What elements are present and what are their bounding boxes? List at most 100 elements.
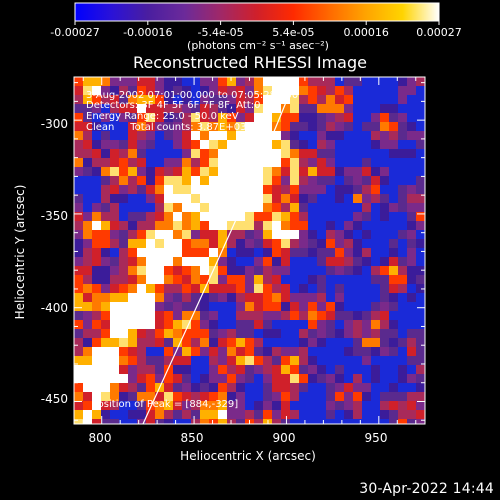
heatmap-cell [137,365,147,375]
heatmap-cell [236,212,246,222]
heatmap-cell [299,374,309,384]
heatmap-cell [119,410,129,420]
heatmap-cell [164,401,174,411]
heatmap-cell [155,149,165,159]
heatmap-cell [119,149,129,159]
heatmap-cell [308,95,318,105]
heatmap-cell [74,410,84,420]
heatmap-cell [173,248,183,258]
heatmap-cell [236,320,246,330]
heatmap-cell [218,311,228,321]
heatmap-cell [191,302,201,312]
heatmap-cell [146,419,156,424]
heatmap-cell [218,113,228,123]
heatmap-cell [146,248,156,258]
heatmap-cell [119,347,129,357]
heatmap-cell [191,275,201,285]
heatmap-cell [110,140,120,150]
heatmap-cell [335,266,345,276]
heatmap-cell [218,383,228,393]
heatmap-cell [299,131,309,141]
heatmap-cell [164,266,174,276]
heatmap-cell [326,401,336,411]
heatmap-cell [272,356,282,366]
heatmap-cell [398,410,408,420]
heatmap-cell [290,410,300,420]
heatmap-cell [317,104,327,114]
heatmap-cell [344,383,354,393]
heatmap-cell [371,194,381,204]
heatmap-cell [227,86,237,96]
heatmap-cell [317,410,327,420]
heatmap-cell [227,212,237,222]
heatmap-cell [119,383,129,393]
heatmap-cell [146,95,156,105]
heatmap-cell [398,140,408,150]
heatmap-cell [335,131,345,141]
heatmap-cell [254,248,264,258]
heatmap-cell [263,167,273,177]
heatmap-cell [290,338,300,348]
heatmap-cell [362,104,372,114]
heatmap-cell [281,293,291,303]
heatmap-cell [119,311,129,321]
heatmap-cell [236,284,246,294]
heatmap-cell [200,176,210,186]
heatmap-cell [245,401,255,411]
heatmap-cell [92,248,102,258]
heatmap-cell [227,347,237,357]
heatmap-cell [299,401,309,411]
heatmap-cell [110,410,120,420]
heatmap-cell [227,122,237,132]
heatmap-cell [182,410,192,420]
heatmap-cell [398,113,408,123]
heatmap-cell [326,86,336,96]
heatmap-cell [74,86,84,96]
heatmap-cell [335,356,345,366]
heatmap-cell [371,95,381,105]
heatmap-cell [191,383,201,393]
heatmap-cell [398,131,408,141]
heatmap-cell [263,77,273,87]
heatmap-cell [362,140,372,150]
heatmap-cell [398,104,408,114]
heatmap-cell [353,293,363,303]
heatmap-cell [209,338,219,348]
heatmap-cell [263,131,273,141]
heatmap-cell [416,122,425,132]
heatmap-cell [200,203,210,213]
heatmap-cell [335,95,345,105]
heatmap-cell [209,329,219,339]
heatmap-cell [317,284,327,294]
x-tick-label: 850 [181,431,204,445]
heatmap-cell [389,392,399,402]
heatmap-cell [101,230,111,240]
heatmap-cell [371,329,381,339]
annotation-detectors: Detectors: 3F 4F 5F 6F 7F 8F, Att:0 [86,100,261,111]
heatmap-cell [110,374,120,384]
heatmap-cell [290,347,300,357]
heatmap-cell [308,140,318,150]
heatmap-cell [371,203,381,213]
heatmap-cell [164,419,174,424]
heatmap-cell [101,203,111,213]
heatmap-cell [182,113,192,123]
heatmap-cell [308,374,318,384]
heatmap-cell [245,167,255,177]
heatmap-cell [209,122,219,132]
heatmap-cell [317,365,327,375]
heatmap-cell [155,239,165,249]
heatmap-cell [407,284,417,294]
heatmap-cell [299,239,309,249]
heatmap-cell [128,104,138,114]
heatmap-cell [74,374,84,384]
heatmap-cell [227,230,237,240]
heatmap-cell [335,230,345,240]
heatmap-cell [83,77,93,87]
heatmap-cell [344,410,354,420]
heatmap-cell [335,365,345,375]
heatmap-cell [236,392,246,402]
heatmap-cell [290,302,300,312]
heatmap-cell [101,329,111,339]
heatmap-cell [164,356,174,366]
